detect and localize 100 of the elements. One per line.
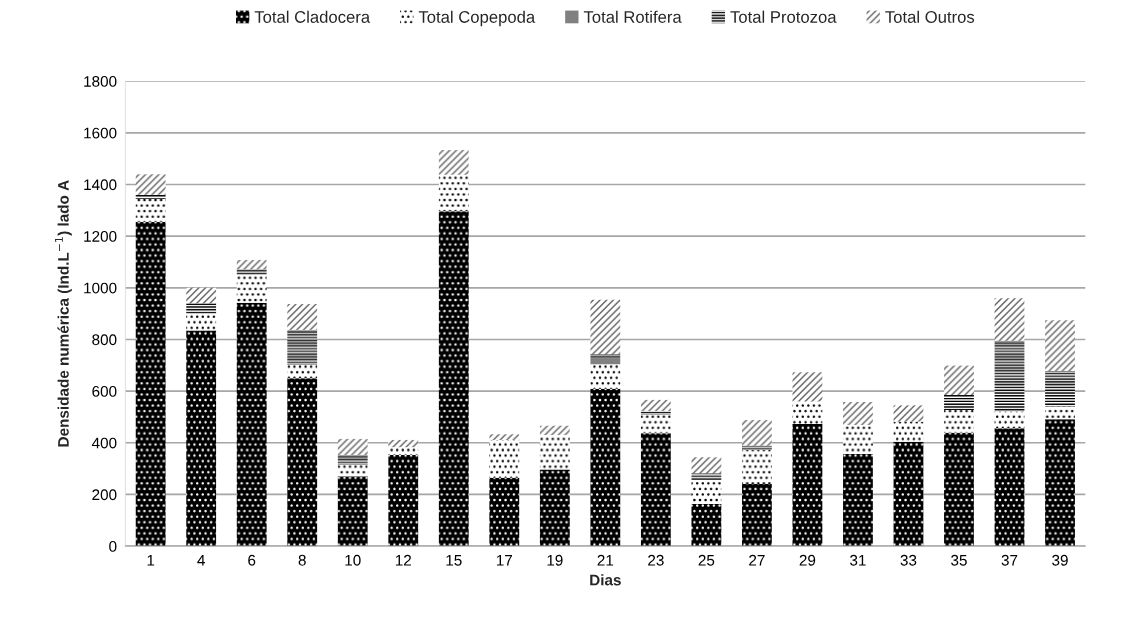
- bar: [236, 274, 267, 303]
- bar: [994, 340, 1025, 412]
- bar: [590, 299, 621, 355]
- x-tick-label: 23: [648, 554, 664, 566]
- bar: [792, 423, 823, 547]
- bar: [236, 269, 267, 275]
- x-tick-label: 37: [1001, 554, 1018, 566]
- bar: [843, 453, 873, 547]
- bar: [388, 454, 419, 547]
- bar: [843, 424, 873, 454]
- x-tick-label: 17: [496, 555, 513, 566]
- bar: [944, 395, 974, 410]
- bar: [135, 174, 166, 195]
- bar: [1045, 419, 1075, 547]
- y-tick-label: 400: [91, 437, 117, 449]
- y-tick-label: 1400: [84, 179, 117, 191]
- x-tick-label: 35: [951, 554, 967, 566]
- bar: [843, 401, 873, 425]
- bar: [287, 364, 318, 379]
- bar: [590, 358, 621, 365]
- x-tick-label: 31: [850, 554, 866, 566]
- legend-label: Total Rotifera: [583, 10, 682, 23]
- bar: [640, 399, 671, 412]
- y-tick-label: 200: [92, 489, 117, 501]
- bar: [1045, 320, 1075, 371]
- x-tick-label: 10: [345, 554, 361, 566]
- bar: [438, 174, 469, 212]
- bar: [691, 504, 722, 547]
- bar: [742, 420, 772, 446]
- x-tick-label: 29: [799, 554, 816, 566]
- bar: [691, 457, 722, 474]
- bar: [489, 477, 520, 547]
- bar: [590, 364, 621, 389]
- bar: [944, 409, 974, 433]
- x-tick-label: 6: [248, 554, 256, 566]
- x-tick-label: 15: [446, 555, 462, 566]
- x-tick-label: 4: [197, 555, 205, 566]
- bar: [186, 313, 217, 331]
- bar: [742, 484, 772, 547]
- bar: [944, 432, 974, 547]
- y-tick-label: 800: [92, 334, 117, 346]
- bar: [489, 439, 520, 478]
- x-tick-label: 21: [597, 554, 614, 566]
- bar: [994, 298, 1025, 341]
- bar: [438, 150, 469, 175]
- bar: [792, 401, 823, 424]
- bar: [337, 464, 368, 477]
- bar: [742, 445, 772, 451]
- bar: [893, 405, 924, 422]
- bar: [539, 469, 570, 547]
- bar: [489, 434, 520, 440]
- x-tick-label: 33: [900, 554, 917, 566]
- bar: [337, 454, 368, 465]
- bar: [1045, 370, 1075, 407]
- x-tick-label: 19: [547, 554, 563, 566]
- x-tick-label: 39: [1052, 554, 1068, 566]
- bar: [438, 211, 469, 547]
- bar: [893, 441, 924, 547]
- bar: [944, 365, 974, 395]
- x-tick-label: 8: [298, 554, 306, 566]
- bar: [893, 421, 924, 442]
- bar: [388, 439, 419, 448]
- y-axis-title: Densidade numérica (Ind.L$^{−1}$) lado A: [55, 180, 72, 447]
- bar: [287, 304, 318, 330]
- y-tick-label: 0: [109, 540, 117, 552]
- bar: [691, 479, 722, 505]
- x-tick-label: 1: [147, 555, 155, 566]
- y-tick-label: 1600: [84, 127, 117, 139]
- x-tick-label: 12: [395, 554, 411, 566]
- bar: [994, 428, 1025, 547]
- x-tick-label: 27: [749, 554, 765, 566]
- legend-label: Total Cladocera: [254, 10, 371, 23]
- bar: [236, 259, 267, 270]
- x-axis-title: Dias: [590, 574, 621, 586]
- bar: [539, 435, 570, 470]
- bar: [337, 476, 368, 547]
- bar: [590, 388, 621, 547]
- bar: [186, 287, 217, 304]
- bar: [994, 411, 1025, 429]
- bar: [388, 447, 419, 455]
- bar: [135, 194, 166, 199]
- bar: [792, 372, 823, 402]
- bar: [236, 302, 267, 547]
- y-tick-label: 1200: [84, 231, 117, 242]
- bar: [135, 198, 166, 222]
- bar: [742, 450, 772, 485]
- bar: [135, 221, 166, 547]
- bar: [640, 414, 671, 434]
- bar: [186, 303, 217, 314]
- legend-label: Total Protozoa: [730, 10, 837, 23]
- bar: [337, 438, 368, 455]
- x-tick-label: 25: [698, 554, 715, 566]
- y-tick-label: 1800: [84, 76, 117, 87]
- bar: [287, 329, 318, 365]
- legend-label: Total Copepoda: [418, 10, 536, 27]
- bar: [186, 330, 217, 547]
- bar: [691, 473, 722, 480]
- legend-label: Total Outros: [885, 10, 975, 23]
- bar: [539, 425, 570, 436]
- bar: [590, 354, 621, 359]
